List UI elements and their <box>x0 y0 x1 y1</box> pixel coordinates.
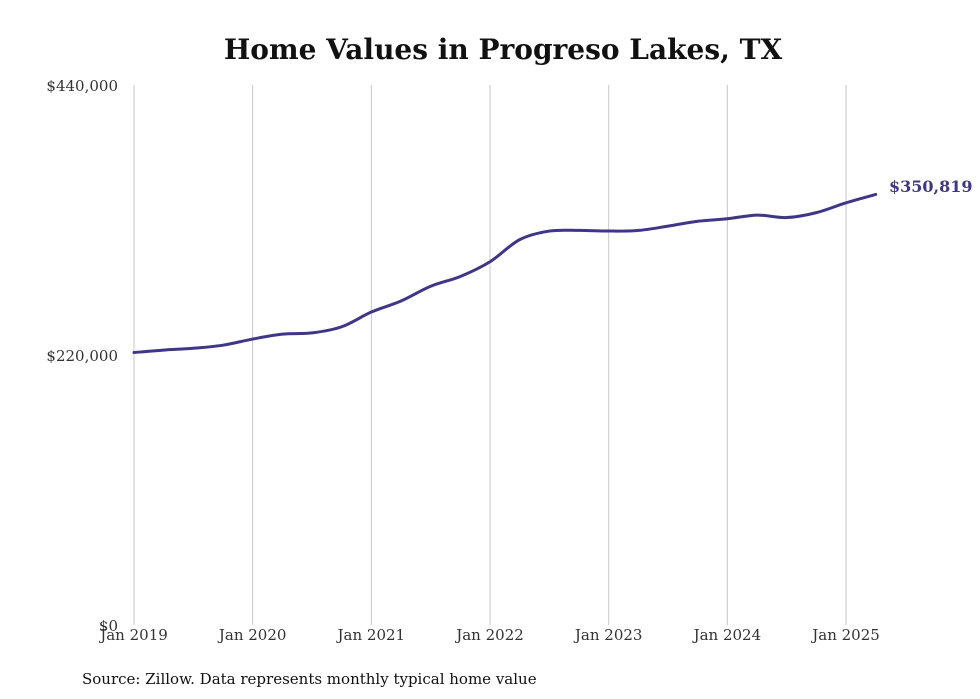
chart-title: Home Values in Progreso Lakes, TX <box>224 33 783 66</box>
x-tick-label: Jan 2020 <box>217 626 287 644</box>
gridlines <box>133 85 847 625</box>
series-line-0 <box>132 192 878 355</box>
y-tick-label: $440,000 <box>46 77 118 95</box>
end-value-label: $350,819 <box>889 177 973 196</box>
y-tick-label: $0 <box>99 617 118 635</box>
x-tick-label: Jan 2023 <box>573 626 643 644</box>
x-tick-label: Jan 2019 <box>98 626 168 644</box>
x-tick-label: Jan 2024 <box>692 626 762 644</box>
x-tick-label: Jan 2022 <box>454 626 524 644</box>
source-note: Source: Zillow. Data represents monthly … <box>82 670 537 688</box>
x-axis-ticks: Jan 2019 Jan 2020 Jan 2021 Jan 2022 Jan 2023… <box>98 626 880 644</box>
y-axis-ticks: $0 $220,000 $440,000 <box>46 77 118 635</box>
y-tick-label: $220,000 <box>46 347 118 365</box>
series-layer <box>132 192 878 355</box>
x-tick-label: Jan 2021 <box>336 626 406 644</box>
x-tick-label: Jan 2025 <box>810 626 880 644</box>
